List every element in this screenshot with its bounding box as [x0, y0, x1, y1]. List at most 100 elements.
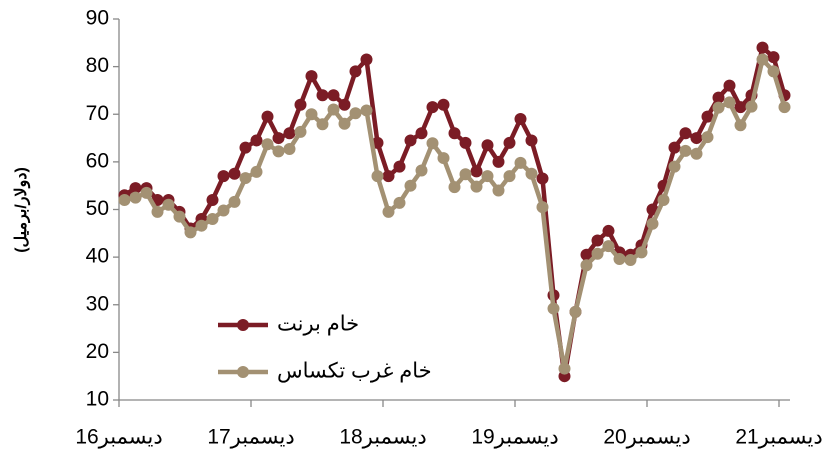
- data-point: [415, 164, 428, 177]
- legend-marker: [237, 366, 249, 378]
- x-tick-label: ديسمبر17: [207, 426, 294, 450]
- y-tick-label: 50: [86, 197, 109, 220]
- data-point: [701, 131, 714, 144]
- y-tick-label: 30: [86, 292, 109, 315]
- data-point: [778, 101, 791, 114]
- data-point: [217, 170, 230, 183]
- data-point: [283, 143, 296, 156]
- data-point: [294, 98, 307, 111]
- data-point: [349, 107, 362, 120]
- x-tick-label: ديسمبر21: [735, 426, 822, 450]
- data-point: [690, 132, 703, 145]
- data-point: [525, 167, 538, 180]
- data-point: [591, 234, 604, 247]
- data-point: [503, 170, 516, 183]
- data-point: [239, 141, 252, 154]
- data-point: [459, 136, 472, 149]
- data-point: [228, 195, 241, 208]
- data-point: [470, 165, 483, 178]
- data-point: [591, 247, 604, 260]
- data-point: [283, 127, 296, 140]
- data-point: [481, 139, 494, 152]
- data-point: [723, 79, 736, 92]
- y-tick-label: 10: [86, 388, 109, 411]
- data-point: [426, 101, 439, 114]
- y-tick-label: 80: [86, 54, 109, 77]
- data-point: [734, 101, 747, 114]
- data-point: [338, 117, 351, 130]
- data-point: [437, 98, 450, 111]
- y-tick-label: 70: [86, 102, 109, 125]
- data-point: [437, 152, 450, 165]
- data-point: [305, 108, 318, 121]
- data-point: [580, 248, 593, 261]
- data-point: [712, 91, 725, 104]
- data-point: [404, 134, 417, 147]
- data-point: [668, 141, 681, 154]
- data-point: [162, 198, 175, 211]
- data-point: [679, 127, 692, 140]
- data-point: [316, 118, 329, 131]
- data-point: [371, 170, 384, 183]
- data-point: [349, 65, 362, 78]
- x-tick-label: ديسمبر16: [75, 426, 162, 450]
- data-point: [657, 193, 670, 206]
- data-point: [525, 134, 538, 147]
- data-point: [756, 41, 769, 54]
- legend-label: خام برنت: [277, 313, 359, 337]
- data-point: [294, 125, 307, 138]
- legend-label: خام غرب تكساس: [277, 360, 432, 384]
- data-point: [118, 193, 131, 206]
- data-point: [514, 113, 527, 126]
- data-point: [767, 51, 780, 64]
- data-point: [327, 103, 340, 116]
- data-point: [382, 170, 395, 183]
- data-point: [129, 191, 142, 204]
- data-point: [360, 53, 373, 66]
- data-point: [514, 156, 527, 169]
- x-tick-label: ديسمبر19: [471, 426, 558, 450]
- data-point: [481, 170, 494, 183]
- data-point: [272, 145, 285, 158]
- data-point: [316, 89, 329, 102]
- data-point: [426, 137, 439, 150]
- data-point: [459, 168, 472, 181]
- data-point: [393, 196, 406, 209]
- data-point: [745, 100, 758, 113]
- data-point: [723, 96, 736, 109]
- data-point: [184, 226, 197, 239]
- data-point: [679, 144, 692, 157]
- data-point: [173, 210, 186, 223]
- data-point: [448, 127, 461, 140]
- data-point: [503, 136, 516, 149]
- data-point: [690, 147, 703, 160]
- y-tick-label: 90: [86, 7, 109, 30]
- data-point: [239, 172, 252, 185]
- data-point: [338, 98, 351, 111]
- data-point: [558, 362, 571, 375]
- x-tick-label: ديسمبر18: [339, 426, 426, 450]
- y-tick-label: 40: [86, 245, 109, 268]
- data-point: [613, 253, 626, 266]
- data-point: [602, 240, 615, 253]
- data-point: [217, 204, 230, 217]
- data-point: [327, 89, 340, 102]
- data-point: [206, 193, 219, 206]
- data-point: [646, 217, 659, 230]
- data-point: [569, 305, 582, 318]
- data-point: [393, 160, 406, 173]
- data-point: [492, 184, 505, 197]
- data-point: [712, 101, 725, 114]
- data-point: [536, 172, 549, 185]
- data-point: [382, 205, 395, 218]
- data-point: [448, 181, 461, 194]
- data-point: [701, 110, 714, 123]
- x-tick-label: ديسمبر20: [603, 426, 690, 450]
- y-axis-label: (دولار/برميل): [13, 167, 31, 253]
- data-point: [206, 213, 219, 226]
- data-point: [261, 110, 274, 123]
- data-point: [756, 53, 769, 66]
- data-point: [129, 182, 142, 195]
- data-point: [250, 165, 263, 178]
